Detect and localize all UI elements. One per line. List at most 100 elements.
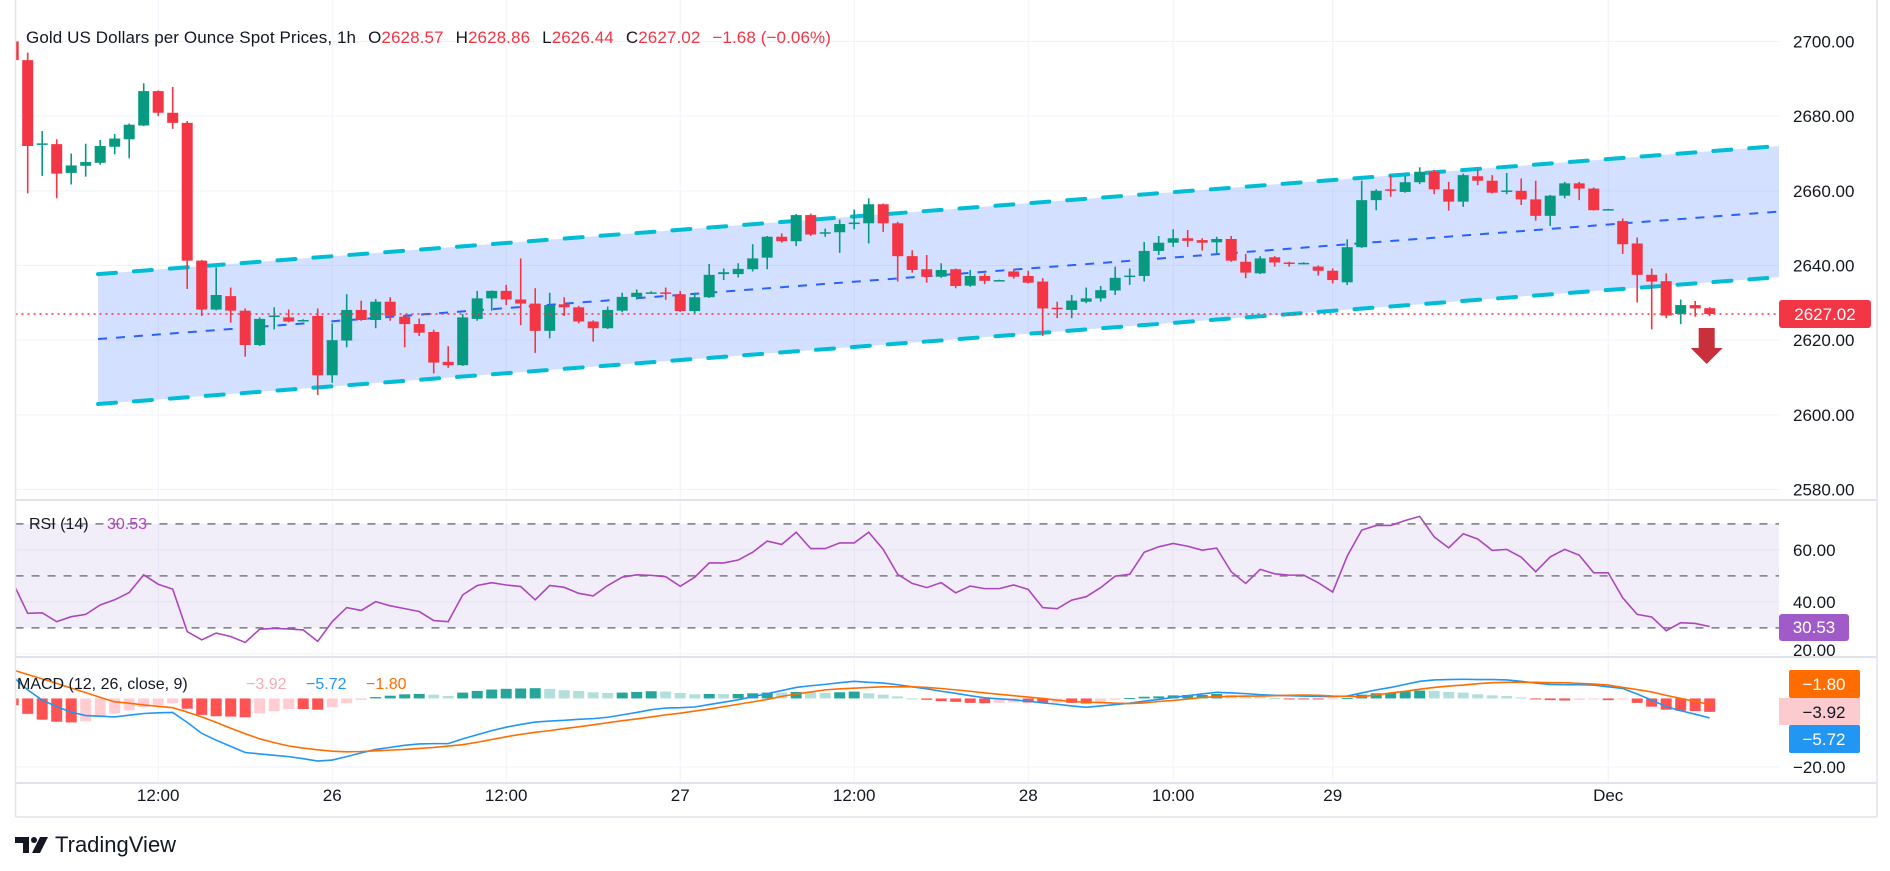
- candle-up: [268, 307, 280, 330]
- rsi-title: RSI (14): [29, 516, 89, 533]
- last-price-box: [1779, 300, 1871, 328]
- candle-down: [1631, 237, 1643, 303]
- macd-histogram-bar: [1631, 698, 1643, 703]
- candle-down: [1022, 270, 1034, 284]
- candle-up: [326, 323, 338, 383]
- candle-body: [877, 204, 889, 224]
- candle-up: [1457, 173, 1469, 207]
- macd-histogram-bar: [1124, 698, 1136, 700]
- macd-histogram-bar: [297, 698, 309, 710]
- time-axis-label: 29: [1323, 786, 1342, 805]
- candle-up: [36, 131, 48, 176]
- macd-histogram-bar: [993, 698, 1005, 703]
- macd-histogram-bar: [1646, 698, 1658, 707]
- macd-histogram-bar: [602, 692, 614, 699]
- candle-down: [573, 305, 585, 324]
- candle-down: [1660, 273, 1672, 319]
- candle-up: [1254, 256, 1266, 275]
- candle-body: [718, 272, 730, 275]
- macd-histogram-bar: [65, 698, 77, 723]
- candle-up: [123, 123, 135, 159]
- candle-down: [399, 315, 411, 348]
- candle-up: [471, 290, 483, 321]
- macd-histogram-bar: [312, 698, 324, 710]
- candle-body: [863, 204, 875, 224]
- macd-histogram-bar: [558, 690, 570, 699]
- macd-histogram-bar: [616, 692, 628, 699]
- macd-histogram-bar: [1660, 698, 1672, 710]
- candle-down: [1486, 175, 1498, 194]
- rsi-axis-label: 40.00: [1793, 593, 1836, 612]
- candle-down: [51, 139, 63, 199]
- candle-up: [341, 294, 353, 348]
- candle-down: [312, 308, 324, 396]
- candle-down: [167, 87, 179, 129]
- candle-down: [239, 308, 251, 357]
- candle-down: [558, 297, 570, 316]
- macd-histogram-bar: [1182, 695, 1194, 699]
- rsi-pane: [15, 515, 1779, 644]
- macd-signal-value: −1.80: [366, 676, 407, 693]
- time-axis-label: 12:00: [137, 786, 180, 805]
- candle-down: [906, 250, 918, 273]
- macd-histogram-bar: [1109, 698, 1121, 700]
- candle-body: [1095, 290, 1107, 299]
- candle-body: [1428, 171, 1440, 190]
- candle-down: [892, 221, 904, 282]
- macd-histogram-bar: [587, 692, 599, 699]
- candle-body: [1544, 195, 1556, 216]
- candle-body: [1385, 189, 1397, 191]
- candle-body: [1254, 258, 1266, 274]
- candle-up: [645, 291, 657, 294]
- candle-down: [428, 329, 440, 374]
- macd-line: [15, 677, 1710, 762]
- candle-body: [1370, 190, 1382, 201]
- candle-body: [109, 138, 121, 147]
- tradingview-logo[interactable]: TradingView: [15, 832, 176, 858]
- candle-body: [1080, 298, 1092, 302]
- candle-body: [1515, 190, 1527, 200]
- candle-body: [993, 280, 1005, 282]
- macd-hist-value: −3.92: [246, 676, 287, 693]
- channel-lower-line[interactable]: [96, 275, 1779, 407]
- symbol-title[interactable]: Gold US Dollars per Ounce Spot Prices, 1…: [26, 28, 357, 47]
- macd-histogram-bar: [1428, 690, 1440, 699]
- candle-up: [1298, 262, 1310, 265]
- macd-histogram-bar: [355, 698, 367, 700]
- macd-histogram-bar: [848, 691, 860, 699]
- macd-histogram-bar: [1472, 694, 1484, 699]
- plot-area[interactable]: [8, 34, 1780, 762]
- channel-midline[interactable]: [97, 210, 1779, 341]
- candle-body: [239, 310, 251, 346]
- candle-body: [848, 222, 860, 225]
- macd-histogram-bar: [413, 693, 425, 699]
- candle-body: [1472, 176, 1484, 181]
- macd-histogram-bar: [123, 698, 135, 711]
- candle-up: [616, 292, 628, 313]
- candle-down: [1573, 181, 1585, 201]
- candle-body: [790, 215, 802, 242]
- candle-up: [993, 279, 1005, 282]
- price-axis-label: 2620.00: [1793, 331, 1854, 350]
- candle-up: [109, 134, 121, 155]
- candle-body: [370, 301, 382, 321]
- candle-body: [123, 124, 135, 140]
- channel-upper-line[interactable]: [96, 144, 1779, 277]
- candle-body: [689, 297, 701, 312]
- candle-down: [384, 297, 396, 321]
- hist-value-text: −3.92: [1802, 703, 1845, 722]
- time-axis-label: 26: [323, 786, 342, 805]
- macd-histogram-bar: [819, 692, 831, 699]
- macd-histogram-bar: [1370, 693, 1382, 699]
- macd-histogram-bar: [950, 698, 962, 702]
- candle-body: [1443, 189, 1455, 202]
- candle-up: [297, 319, 309, 322]
- candle-body: [1298, 262, 1310, 265]
- candle-body: [1530, 199, 1542, 216]
- time-axis-label: 12:00: [485, 786, 528, 805]
- candle-body: [80, 162, 92, 166]
- candle-up: [863, 198, 875, 244]
- macd-histogram-bar: [1385, 692, 1397, 699]
- macd-histogram-bar: [1573, 698, 1585, 700]
